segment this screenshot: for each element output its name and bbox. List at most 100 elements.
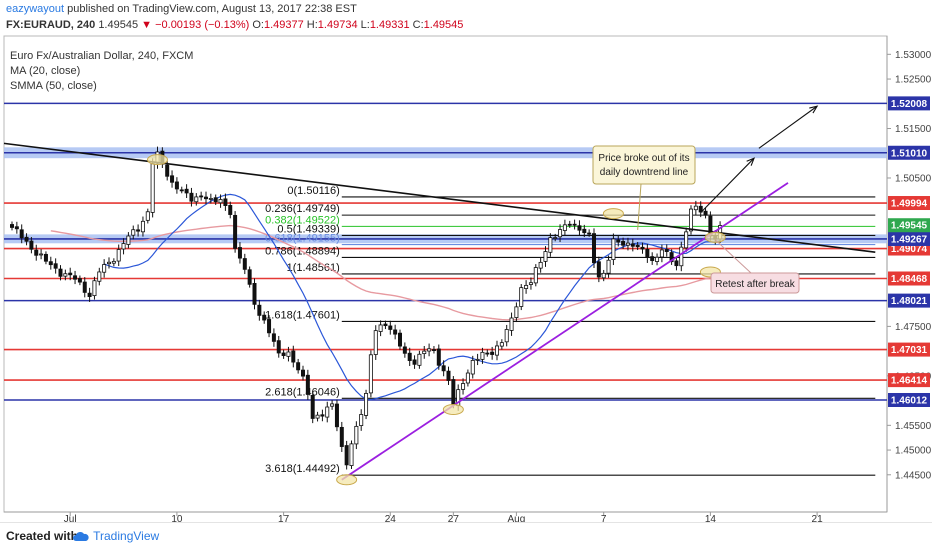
y-tick-label-3: 1.51500 <box>895 124 932 135</box>
candle-body <box>461 383 466 390</box>
candle-body <box>616 239 621 243</box>
candle-body <box>102 264 107 273</box>
breakout-pointer <box>637 183 642 230</box>
red-level-tag-4-bg <box>888 342 930 357</box>
smma-line <box>50 224 721 321</box>
candle-body <box>567 223 572 226</box>
blue-level-tag-5: 1.46012 <box>891 395 928 406</box>
last-price-tag-bg <box>888 218 930 233</box>
candle-body <box>194 196 199 203</box>
candle-body <box>184 188 189 194</box>
highlight-ellipse-2 <box>602 208 624 220</box>
candle-body <box>310 394 315 419</box>
price-chart[interactable]: 0(1.50116)0.236(1.49749)0.382(1.49522)0.… <box>0 0 932 522</box>
x-tick-label-4: 24 <box>385 514 397 522</box>
candle-body <box>121 243 126 250</box>
highlight-ellipse-5 <box>442 403 464 415</box>
x-tick-label-5: 27 <box>448 514 460 522</box>
x-tick-label-2: 10 <box>171 514 183 522</box>
candle-body <box>562 224 567 231</box>
highlight-ellipse-3 <box>704 231 726 243</box>
candle-body <box>689 208 694 232</box>
candle-body <box>111 260 116 264</box>
candle-body <box>587 232 592 235</box>
projection-arrow-2-head <box>809 105 819 114</box>
candle-body <box>242 258 247 270</box>
candle-body <box>24 236 29 242</box>
candle-body <box>262 314 267 321</box>
x-tick-label-3: 17 <box>278 514 290 522</box>
candle-body <box>635 244 640 248</box>
candle-body <box>213 197 218 203</box>
candle-body <box>237 247 242 259</box>
x-tick-label-8: 14 <box>705 514 717 522</box>
tradingview-logo[interactable]: TradingView <box>72 529 159 543</box>
candle-body <box>402 346 407 354</box>
blue-level-tag-2: 1.51010 <box>891 148 928 159</box>
candle-body <box>296 362 301 371</box>
blue-level-tag-5-bg <box>888 392 930 407</box>
last-price-tag: 1.49545 <box>891 221 928 232</box>
candle-body <box>417 353 422 366</box>
candle-body <box>378 324 383 332</box>
candle-body <box>524 284 529 289</box>
breakout-callout <box>592 145 696 185</box>
open-value: 1.49377 <box>263 19 304 31</box>
symbol: FX:EURAUD, 240 <box>6 19 96 31</box>
candle-body <box>305 374 310 395</box>
candle-body <box>276 340 281 354</box>
candle-body <box>368 354 373 394</box>
candle-body <box>465 372 470 384</box>
candle-body <box>431 349 436 351</box>
candle-body <box>422 350 427 355</box>
candle-body <box>281 352 286 356</box>
close-label: C: <box>412 19 424 31</box>
publish-info: eazywayout published on TradingView.com,… <box>6 3 357 15</box>
red-level-tag-5: 1.46414 <box>891 376 928 387</box>
candle-body <box>349 443 354 466</box>
author-link[interactable]: eazywayout <box>6 3 65 15</box>
legend-ma: MA (20, close) <box>10 65 80 77</box>
candle-body <box>412 359 417 365</box>
candle-body <box>364 393 369 416</box>
x-tick-label-7: 7 <box>601 514 607 522</box>
candle-body <box>664 249 669 252</box>
fib-label-5: 0.618(1.49155) <box>265 233 340 245</box>
candle-body <box>34 249 39 256</box>
candle-body <box>291 350 296 363</box>
red-level-tag-1: 1.49994 <box>891 199 928 210</box>
candle-body <box>519 287 524 307</box>
candle-body <box>427 348 432 352</box>
candle-body <box>344 445 349 466</box>
breakout-text-line1: Price broke out of its <box>598 153 689 164</box>
retest-callout <box>710 272 800 294</box>
candle-body <box>14 226 19 230</box>
blue-level-tag-2-bg <box>888 145 930 160</box>
blue-level-tag-1-bg <box>888 96 930 111</box>
candle-body <box>650 256 655 262</box>
candle-body <box>475 358 480 361</box>
candle-body <box>208 198 213 200</box>
candle-body <box>494 345 499 356</box>
candle-body <box>490 351 495 355</box>
candle-body <box>189 192 194 202</box>
candle-body <box>199 195 204 198</box>
y-tick-label-2: 1.52500 <box>895 75 932 86</box>
candle-body <box>528 282 533 285</box>
candle-body <box>577 225 582 231</box>
candle-body <box>693 205 698 211</box>
candle-body <box>82 281 87 293</box>
candle-body <box>485 352 490 355</box>
annotation-layer: Price broke out of its daily downtrend li… <box>147 105 819 486</box>
candle-body <box>150 162 155 213</box>
projection-arrow-1-head <box>746 157 756 166</box>
candle-body <box>630 243 635 247</box>
candle-body <box>504 329 509 343</box>
candle-body <box>645 248 650 258</box>
breakout-text-line2: daily downtrend line <box>600 167 689 178</box>
blue-level-tag-1: 1.52008 <box>891 99 928 110</box>
cloud-icon <box>73 531 89 541</box>
y-tick-label-8: 1.45000 <box>895 446 932 457</box>
candle-body <box>92 280 97 297</box>
